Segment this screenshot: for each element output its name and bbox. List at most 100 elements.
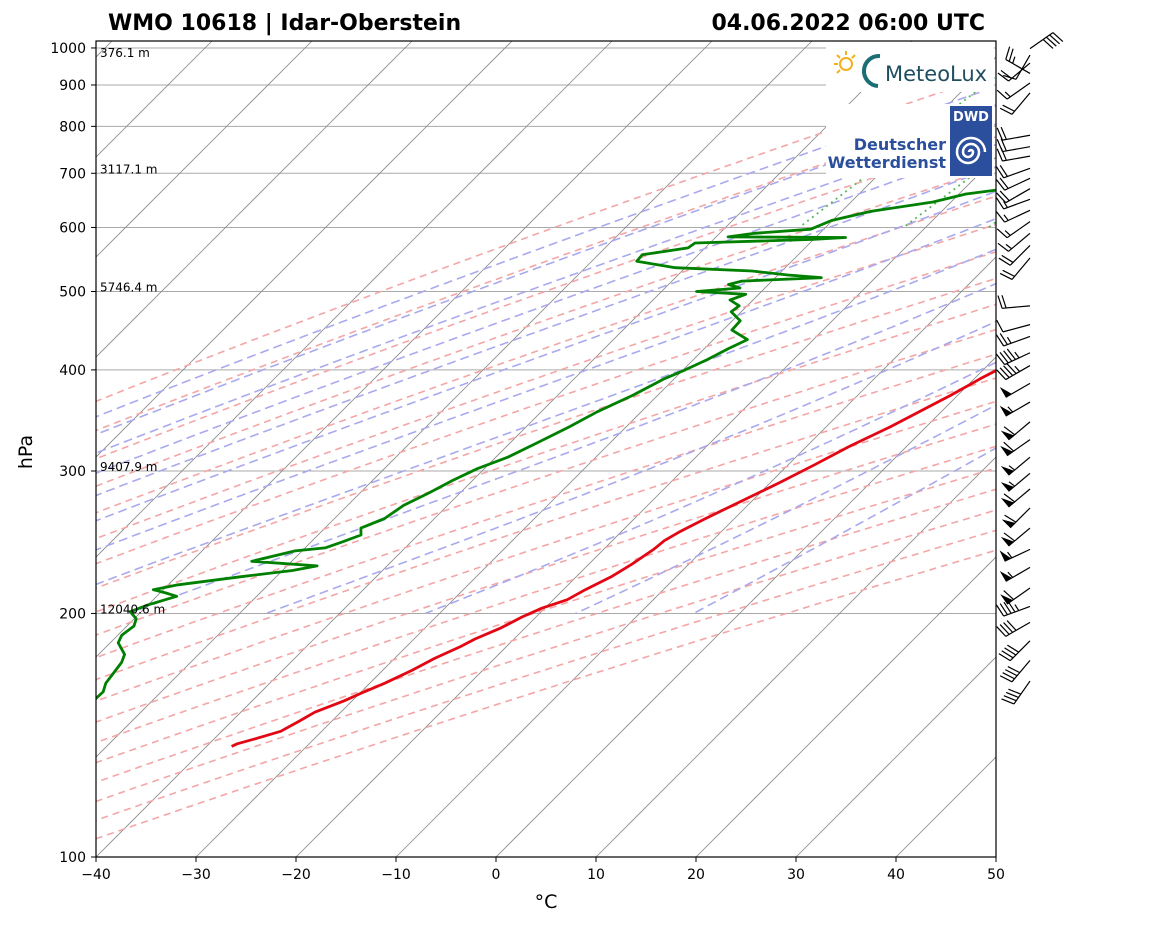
isotherm-line	[695, 556, 996, 857]
wind-barb-flag	[995, 353, 1006, 365]
wind-barb	[996, 126, 1031, 141]
wind-barb-flag	[1002, 269, 1015, 277]
dwd-logo: DWD Deutscher Wetterdienst	[826, 104, 994, 178]
wind-barb-pennant	[999, 386, 1012, 398]
height-label: 5746.4 m	[100, 281, 158, 295]
wind-barb-flag	[1003, 493, 1016, 503]
height-labels: 12040.6 m 9407.9 m 5746.4 m 3117.1 m 376.1 m	[100, 46, 165, 617]
wind-barb-staff	[1003, 198, 1031, 210]
meteolux-logo: MeteoLux	[826, 42, 994, 92]
wind-barb-staff	[1005, 621, 1031, 637]
dry-adiabat-line	[96, 467, 996, 764]
wind-barb	[999, 257, 1031, 280]
wind-barb	[996, 620, 1031, 637]
wind-barb	[1000, 527, 1031, 547]
wind-barb-flag	[996, 369, 1007, 380]
wind-barb	[1001, 507, 1031, 529]
moist-adiabat-line	[96, 248, 996, 586]
wind-barb	[997, 232, 1031, 252]
wind-barb-staff	[1008, 456, 1031, 476]
wind-barb-flag	[995, 604, 1005, 617]
wind-barb-flag	[1002, 672, 1015, 680]
dry-adiabat-line	[96, 195, 996, 514]
wind-barb-flag	[999, 352, 1009, 364]
wind-barb-flag	[1007, 600, 1016, 613]
wind-barb-staff	[1008, 232, 1031, 252]
height-label: 3117.1 m	[100, 162, 158, 176]
wind-barb	[1001, 680, 1031, 705]
wind-barb-flag	[996, 89, 1008, 100]
wind-barb-staff	[1004, 548, 1031, 562]
wind-barb-flag	[1000, 69, 1012, 79]
wind-barb	[996, 147, 1031, 162]
wind-barb-halfflag	[1012, 56, 1016, 64]
wind-barb-flag	[1006, 348, 1016, 360]
meteolux-swoosh-icon	[861, 53, 881, 88]
y-tick-label: 1000	[50, 41, 86, 57]
wind-barb-flag	[1004, 647, 1017, 656]
wind-barb	[1005, 46, 1031, 74]
wind-barb-flag	[1003, 426, 1016, 436]
dry-adiabat-line	[96, 328, 996, 636]
x-tick-label: 10	[587, 867, 605, 883]
wind-barb-flag	[1000, 147, 1007, 161]
wind-barb	[995, 164, 1031, 179]
wind-barb-staff	[1005, 382, 1031, 398]
moist-adiabat-line	[96, 143, 996, 475]
wind-barb-staff	[1004, 177, 1031, 191]
isotherm-line	[395, 256, 996, 857]
wind-barb-flag	[1003, 365, 1014, 376]
wind-barb-flag	[1001, 650, 1014, 659]
wind-barb-flag	[996, 228, 1008, 239]
wind-barb-flag	[995, 334, 1005, 347]
isotherm-line	[96, 41, 713, 658]
wind-barb-staff	[1009, 245, 1031, 266]
wind-barb-staff	[1003, 605, 1031, 617]
wind-barb-flag	[1003, 622, 1014, 633]
wind-barb-flag	[1049, 34, 1060, 45]
wind-barb-flag	[1000, 126, 1007, 140]
wind-barb-staff	[1002, 155, 1031, 162]
wind-barb-flag	[995, 211, 1006, 223]
moist-adiabat-line	[265, 320, 996, 615]
wind-barb-pennant	[999, 550, 1011, 562]
wind-barb-staff	[1006, 221, 1031, 239]
moist-adiabat-line	[424, 361, 996, 615]
wind-barb	[995, 348, 1031, 366]
wind-barb-flag	[1008, 48, 1014, 62]
wind-barb-pennant	[1000, 445, 1013, 456]
wind-barb-staff	[1011, 257, 1031, 280]
isotherm-line	[96, 41, 913, 857]
wind-barb-staff	[1002, 305, 1031, 309]
wind-barb-staff	[1005, 58, 1031, 74]
wind-barb-flag	[1000, 138, 1007, 152]
wind-barb-staff	[1004, 209, 1031, 223]
sounding-profiles	[96, 188, 996, 748]
isotherm-line	[0, 41, 12, 857]
wind-barb-flag	[1006, 620, 1017, 631]
moist-adiabat-line	[96, 217, 996, 551]
wind-barb-flag	[995, 179, 1006, 191]
wind-barb-flag	[1003, 695, 1017, 702]
wind-barb-halfflag	[1003, 214, 1009, 221]
mixing-ratio-line	[1144, 41, 1160, 227]
wind-barb	[998, 245, 1031, 266]
wind-barb-staff	[1029, 32, 1054, 50]
x-tick-label: −10	[381, 867, 411, 883]
dwd-spiral-icon	[955, 136, 987, 165]
wind-barb-flag	[1005, 46, 1011, 60]
dry-adiabat-line	[96, 400, 996, 702]
wind-barb-pennant	[1000, 430, 1014, 440]
wind-barb	[996, 221, 1031, 239]
wind-barb-flag	[999, 107, 1013, 115]
y-tick-label: 500	[59, 285, 86, 301]
wind-barb	[999, 382, 1031, 398]
isotherm-line	[595, 456, 996, 857]
wind-barb-staff	[1002, 134, 1031, 141]
wind-barb-flag	[1003, 601, 1012, 614]
wind-barb-staff	[1003, 335, 1031, 347]
wind-barb-pennant	[1000, 536, 1014, 547]
meteolux-logo-text: MeteoLux	[885, 62, 987, 86]
dewpoint-profile-line	[96, 188, 996, 701]
wind-barb-flag	[1004, 669, 1018, 677]
